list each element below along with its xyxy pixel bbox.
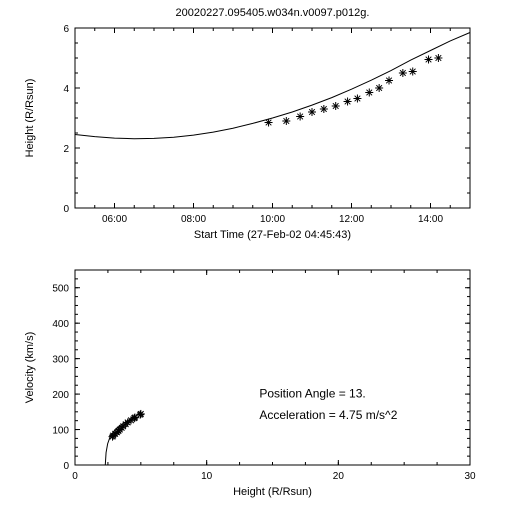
y-tick-label: 200 <box>52 390 69 401</box>
annotation-text: Position Angle = 13. <box>259 387 365 401</box>
x-tick-label: 20 <box>333 471 345 482</box>
x-tick-label: 12:00 <box>339 214 364 225</box>
figure-svg: 20020227.095405.w034n.v0097.p012g. 06:00 0… <box>0 0 512 512</box>
x-tick-label: 0 <box>72 471 78 482</box>
y-tick-label: 6 <box>63 24 69 35</box>
y-tick-label: 400 <box>52 319 69 330</box>
x-tick-label: 08:00 <box>181 214 206 225</box>
figure-container: 20020227.095405.w034n.v0097.p012g. 06:00 0… <box>0 0 512 512</box>
y-tick-label: 100 <box>52 426 69 437</box>
x-tick-label: 06:00 <box>102 214 127 225</box>
x-axis-label: Start Time (27-Feb-02 04:45:43) <box>194 229 351 241</box>
y-axis-label: Height (R/Rsun) <box>24 79 36 158</box>
y-tick-label: 4 <box>63 84 69 95</box>
y-tick-label: 0 <box>63 461 69 472</box>
x-tick-label: 10 <box>201 471 213 482</box>
velocity-vs-height-chart: 01020300100200300400500Height (R/Rsun)Ve… <box>24 270 476 498</box>
figure-title: 20020227.095405.w034n.v0097.p012g. <box>176 7 370 19</box>
y-tick-label: 300 <box>52 355 69 366</box>
y-tick-label: 2 <box>63 144 69 155</box>
x-tick-label: 10:00 <box>260 214 285 225</box>
y-tick-label: 0 <box>63 204 69 215</box>
x-tick-label: 14:00 <box>418 214 443 225</box>
y-tick-label: 500 <box>52 284 69 295</box>
x-tick-label: 30 <box>464 471 476 482</box>
annotation-text: Acceleration = 4.75 m/s^2 <box>259 408 397 422</box>
x-axis-label: Height (R/Rsun) <box>233 486 312 498</box>
y-axis-label: Velocity (km/s) <box>24 332 36 404</box>
